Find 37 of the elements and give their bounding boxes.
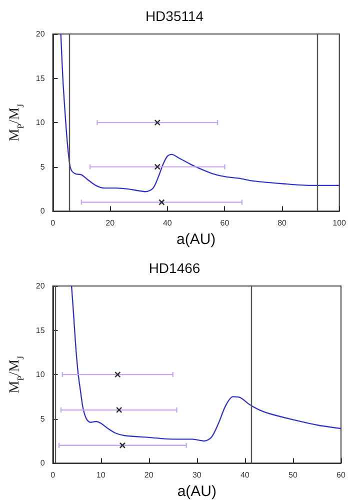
- y-tick-label: 10: [36, 118, 46, 128]
- line-series: [70, 285, 342, 442]
- x-tick-label: 30: [192, 470, 202, 480]
- point: [116, 406, 122, 414]
- y-axis-title: MP/MJ: [8, 103, 26, 142]
- y-tick-label: 10: [36, 370, 46, 380]
- y-tick-label: 5: [40, 162, 46, 172]
- x-axis-title: a(AU): [177, 483, 216, 500]
- x-tick-label: 50: [288, 470, 298, 480]
- chart-title: HD1466: [148, 260, 200, 276]
- y-tick-label: 20: [36, 30, 46, 38]
- x-tick-label: 40: [162, 218, 172, 228]
- chart-title: HD35114: [145, 8, 204, 24]
- line-series: [60, 33, 340, 192]
- y-tick-label: 5: [40, 414, 46, 424]
- point: [154, 164, 161, 170]
- point: [114, 371, 121, 378]
- y-tick-label: 15: [36, 326, 46, 335]
- x-tick-label: 40: [240, 470, 250, 480]
- point: [158, 199, 165, 206]
- y-tick-label: 20: [36, 282, 46, 290]
- x-tick-label: 80: [278, 218, 288, 228]
- y-tick-label: 0: [40, 458, 46, 468]
- x-tick-label: 0: [50, 218, 56, 228]
- x-tick-label: 20: [144, 470, 154, 480]
- x-tick-label: 0: [50, 470, 56, 480]
- x-tick-label: 20: [106, 218, 116, 228]
- y-axis-title: MP/MJ: [8, 355, 26, 394]
- point: [119, 442, 126, 449]
- x-tick-label: 100: [332, 218, 347, 228]
- y-tick-label: 15: [36, 74, 46, 83]
- x-axis-title: a(AU): [176, 231, 216, 248]
- x-tick-label: 10: [96, 470, 106, 480]
- y-tick-label: 0: [40, 206, 46, 216]
- x-tick-label: 60: [220, 218, 230, 228]
- x-tick-label: 60: [336, 470, 346, 480]
- point: [154, 119, 161, 126]
